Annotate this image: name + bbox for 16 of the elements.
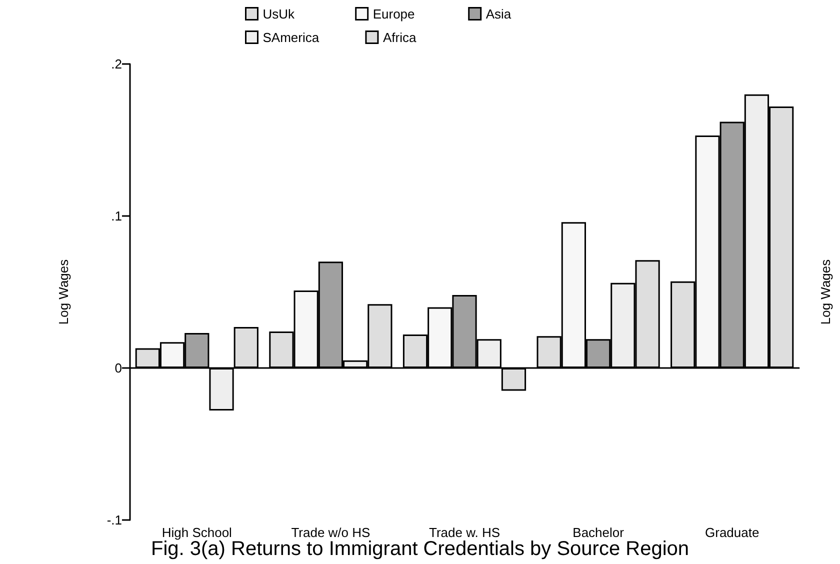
legend-label: Europe	[372, 6, 458, 22]
legend-label: UsUk	[262, 6, 346, 22]
legend-label: Asia	[486, 6, 562, 22]
legend-label: SAmerica	[262, 30, 356, 45]
x-tick-label: Trade w. HS	[428, 525, 500, 540]
y-tick-label: 0	[114, 360, 122, 376]
y-tick-label: .1	[111, 208, 122, 224]
y-axis-title: Log Wages	[56, 258, 71, 325]
y-tick-label: .2	[111, 56, 122, 72]
x-tick-label: High School	[162, 525, 232, 540]
legend-label: Africa	[382, 30, 460, 45]
y2-axis-title: Log Wages	[818, 258, 833, 325]
x-tick-label: Bachelor	[572, 525, 625, 540]
x-tick-label: Trade w/o HS	[291, 525, 371, 540]
y-tick-label: -.1	[106, 512, 122, 528]
x-tick-label: Graduate	[705, 525, 760, 540]
